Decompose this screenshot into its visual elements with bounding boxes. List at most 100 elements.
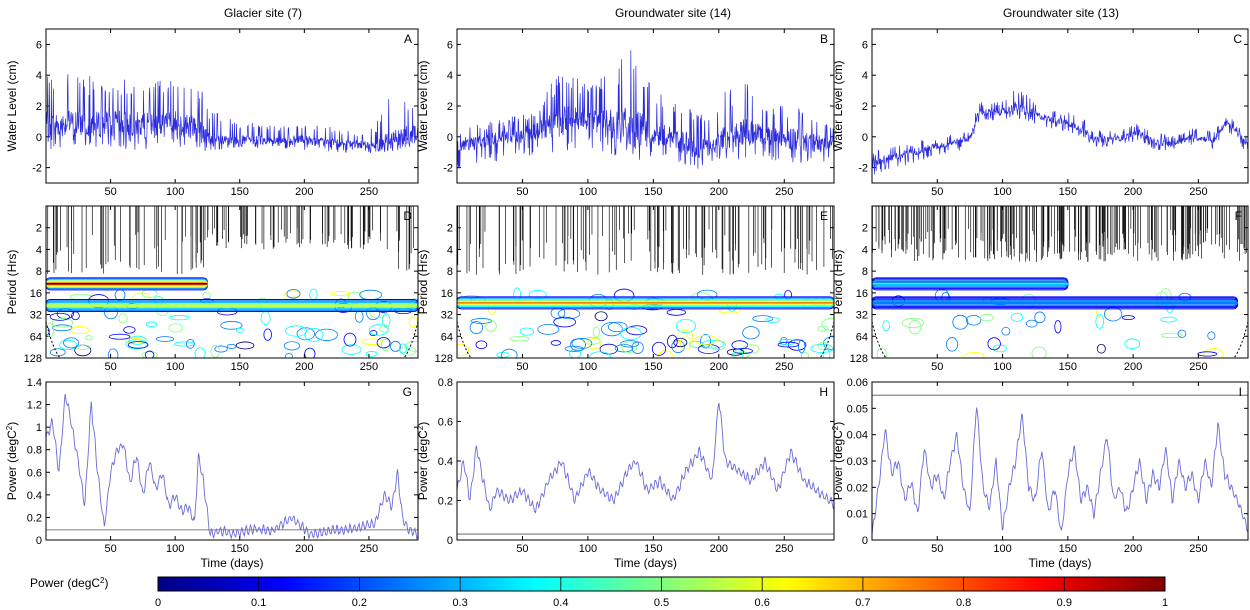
colorbar: 0 0.1 0.2 0.3 0.4 0.5 0.6 0.7 0.8 0.9 1 Power (degC… bbox=[30, 576, 1168, 609]
x-tick-label: 200 bbox=[1124, 361, 1142, 373]
colorbar-tick-label: 0.1 bbox=[251, 597, 266, 609]
contour-blob bbox=[651, 341, 667, 356]
period-band bbox=[46, 299, 418, 313]
contour-blob bbox=[398, 343, 408, 354]
contour-blob bbox=[614, 344, 634, 353]
contour-blob bbox=[107, 348, 119, 358]
contour-blob bbox=[700, 334, 711, 349]
contour-blob bbox=[369, 330, 378, 337]
x-tick-label: 150 bbox=[231, 543, 249, 555]
plot-frame bbox=[45, 28, 419, 184]
panel-letter: D bbox=[403, 209, 412, 223]
x-tick-label: 250 bbox=[775, 361, 793, 373]
x-tick-label: 100 bbox=[579, 186, 597, 198]
y-axis-label-text: Water Level (cm) bbox=[831, 61, 845, 152]
column-title-3: Groundwater site (13) bbox=[1003, 6, 1119, 20]
y-tick-label: 0.4 bbox=[438, 456, 453, 468]
period-band bbox=[457, 299, 834, 306]
y-axis-label-superscript: 2 bbox=[5, 425, 14, 430]
panel-letter: H bbox=[819, 385, 828, 399]
contour-blob bbox=[752, 315, 774, 323]
contour-blob bbox=[966, 314, 982, 326]
colorbar-tick-label: 0.5 bbox=[654, 597, 669, 609]
plot-frame bbox=[456, 205, 835, 359]
y-tick-label: 1.4 bbox=[27, 377, 42, 389]
series-area bbox=[457, 50, 834, 169]
panel-letter: I bbox=[1239, 385, 1242, 399]
contour-blob bbox=[379, 324, 390, 333]
x-tick-label: 250 bbox=[360, 186, 378, 198]
y-tick-label: 0 bbox=[447, 132, 453, 144]
contour-blob bbox=[284, 290, 301, 298]
contour-blob bbox=[675, 318, 696, 334]
x-tick-label: 200 bbox=[1124, 543, 1142, 555]
panel-letter: A bbox=[404, 32, 412, 46]
colorbar-tick-label: 0.9 bbox=[1057, 597, 1072, 609]
x-tick-label: 150 bbox=[644, 543, 662, 555]
contour-blob bbox=[59, 339, 77, 351]
y-tick-label: 8 bbox=[36, 266, 42, 278]
contour-blob bbox=[114, 289, 126, 301]
plot-frame bbox=[456, 28, 835, 184]
y-tick-label: 0.03 bbox=[847, 456, 868, 468]
contour-area bbox=[46, 206, 418, 358]
y-tick-label: 0.01 bbox=[847, 509, 868, 521]
series-area bbox=[872, 90, 1248, 175]
contour-blob bbox=[361, 338, 384, 346]
series-line bbox=[457, 50, 834, 169]
y-axis-label-superscript: 2 bbox=[831, 425, 840, 430]
contour-blob bbox=[1124, 338, 1141, 349]
y-tick-label: 8 bbox=[447, 266, 453, 278]
colorbar-tick-label: 0.6 bbox=[755, 597, 770, 609]
contour-blob bbox=[1197, 351, 1218, 357]
colorbar-tick-label: 0.4 bbox=[553, 597, 568, 609]
contour-blob bbox=[1034, 311, 1046, 324]
contour-blob bbox=[550, 340, 562, 346]
contour-blob bbox=[594, 311, 608, 322]
y-tick-label: 4 bbox=[862, 244, 868, 256]
contour-blob bbox=[85, 335, 93, 341]
y-axis-label: Power (degC2) bbox=[416, 422, 430, 500]
contour-blob bbox=[946, 337, 959, 352]
contour-blob bbox=[457, 343, 470, 357]
y-tick-label: 128 bbox=[435, 353, 453, 365]
series-area bbox=[872, 394, 1248, 535]
panel-letter: C bbox=[1233, 32, 1242, 46]
y-tick-label: 0.04 bbox=[847, 430, 868, 442]
contour-blob bbox=[876, 347, 888, 358]
contour-blob bbox=[63, 337, 80, 349]
y-tick-label: 2 bbox=[862, 101, 868, 113]
contour-blob bbox=[155, 336, 175, 342]
plot-frame bbox=[871, 205, 1249, 359]
x-tick-label: 50 bbox=[104, 361, 116, 373]
contour-blob bbox=[226, 343, 237, 349]
colorbar-label: Power (degC2) bbox=[30, 576, 108, 590]
contour-blob bbox=[144, 350, 155, 358]
y-tick-label: 2 bbox=[36, 101, 42, 113]
contour-blob bbox=[123, 326, 136, 334]
column-title-1: Glacier site (7) bbox=[224, 6, 302, 20]
contour-blob bbox=[952, 314, 969, 330]
contour-blob bbox=[368, 324, 389, 336]
y-tick-label: 8 bbox=[862, 266, 868, 278]
contour-blob bbox=[1160, 332, 1183, 339]
y-tick-label: 0.05 bbox=[847, 403, 868, 415]
contour-blob bbox=[553, 316, 576, 328]
contour-blob bbox=[214, 345, 228, 353]
x-tick-label: 200 bbox=[710, 543, 728, 555]
x-tick-label: 150 bbox=[1059, 361, 1077, 373]
contour-blob bbox=[587, 337, 602, 350]
cone-of-influence-left bbox=[457, 321, 472, 358]
x-axis-label: Time (days) bbox=[614, 556, 677, 570]
contour-blob bbox=[469, 321, 484, 334]
y-tick-label: 0 bbox=[862, 132, 868, 144]
contour-blob bbox=[1096, 343, 1106, 354]
panel-letter: E bbox=[820, 209, 828, 223]
contour-blob bbox=[1177, 329, 1187, 338]
contour-blob bbox=[408, 316, 418, 328]
panel-C: -2 0 2 4 6 50 100 150 200 250 Water Level (cm) C bbox=[831, 28, 1249, 198]
y-axis-label: Power (degC2) bbox=[5, 422, 19, 500]
y-axis-label-end: ) bbox=[416, 422, 430, 426]
y-tick-label: 0.2 bbox=[27, 512, 42, 524]
y-axis-label-end: ) bbox=[831, 422, 845, 426]
